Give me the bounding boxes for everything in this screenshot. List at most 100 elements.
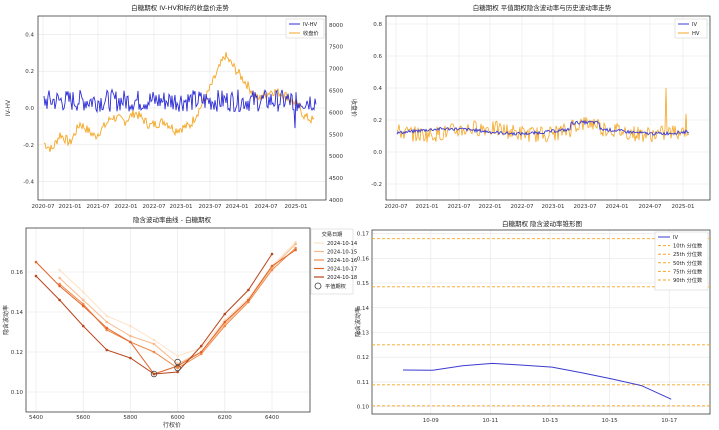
p1-y2tick: 6500 [329,88,343,94]
p2-xtick: 2021-01 [416,204,439,210]
p2-legend: IV HV [674,18,708,39]
p1-y2tick: 8000 [329,23,343,29]
p3-point [270,268,274,272]
p3-legend: 交易日期 2024-10-14 2024-10-15 2024-10-16 2024-… [310,228,358,295]
p4-legend-item: 50th 分位数 [673,259,703,267]
p2-legend-iv: IV [692,22,698,28]
p2-xtick: 2024-01 [606,204,629,210]
p1-xtick: 2023-01 [170,204,193,210]
p3-point [105,328,109,332]
p4-plot-area [371,229,711,415]
p3-legend-item: 2024-10-14 [327,241,358,247]
p3-legend-atm-marker [314,282,322,290]
p1-xtick: 2020-07 [32,204,55,210]
p3-title: 隐含波动率曲线 - 白糖期权 [133,215,211,224]
p1-legend: IV-HV 收盘价 [285,18,325,39]
p2-ytick: 0.4 [373,86,382,92]
p3-point [81,304,85,308]
p3-legend-item: 2024-10-16 [327,258,357,264]
p3-series-line [35,249,296,375]
p3-xtick: 6200 [218,415,232,421]
p1-y2tick: 5500 [329,132,343,138]
p1-xtick: 2024-01 [226,204,249,210]
p3-point [58,276,61,280]
p3-point [247,288,250,292]
p3-point [105,326,109,330]
p3-atm-marker [150,370,158,378]
p1-ytick: 0.0 [25,106,34,112]
p3-point [176,354,179,358]
p3-ytick: 0.14 [11,310,24,316]
p4-ytick: 0.10 [357,405,370,411]
p4-legend-item: IV [673,235,679,241]
p4-xtick: 10-15 [602,418,618,424]
p1-ytick: -0.2 [23,143,34,149]
p4-ytick: 0.15 [357,281,370,287]
p3-legend-title: 交易日期 [322,230,343,238]
p3-point [105,348,109,352]
p3-point [129,340,132,344]
p4-ytick: 0.14 [357,306,370,312]
p3-point [247,298,250,302]
panel-cone: 白糖期权 隐含波动率锥形图 隐含波动率 0.17 0.16 0.15 0.14 0.13… [354,219,711,424]
p3-ylabel: 隐含波动率 [2,305,10,335]
p1-ivhv-series [43,88,317,129]
p3-legend-item: 2024-10-18 [327,275,357,281]
p3-point [199,352,203,356]
p3-point [294,248,297,252]
p3-legend-item: 2024-10-15 [327,250,357,256]
p2-xtick: 2025-01 [672,204,695,210]
p2-ytick: 0.0 [373,150,382,156]
p1-ytick: -0.4 [23,180,34,186]
p1-plot-area [37,15,327,201]
p3-point [199,350,203,354]
p1-xtick: 2023-07 [199,204,222,210]
p4-xtick: 10-11 [482,418,498,424]
p4-legend-item: 25th 分位数 [673,250,703,258]
p3-point [152,342,156,346]
p3-point [129,356,132,360]
p2-xtick: 2022-07 [511,204,534,210]
p3-point [152,350,156,354]
p2-xtick: 2024-07 [639,204,662,210]
p1-xtick: 2021-07 [87,204,110,210]
p3-point [223,320,227,324]
p3-xtick: 5800 [123,415,137,421]
p3-point [294,242,297,246]
p3-point [223,318,227,322]
p1-xtick: 2022-07 [143,204,166,210]
p3-point [129,324,132,328]
p2-xtick: 2023-01 [542,204,565,210]
p2-xtick: 2020-07 [385,204,408,210]
p2-xtick: 2022-01 [479,204,502,210]
p3-point [105,314,109,318]
p2-ytick: -0.2 [371,182,382,188]
p3-point [58,268,61,272]
panel-iv-hv-history: 白糖期权 平值期权隐含波动率与历史波动率走势 0.8 0.6 0.4 0.2 0.0 -0… [371,3,711,210]
p3-point [34,260,38,264]
p3-xtick: 6000 [171,415,185,421]
p3-point [152,338,156,342]
p3-point [105,320,109,324]
p3-point [294,246,297,250]
p1-y2tick: 5000 [329,154,343,160]
p3-point [58,298,61,302]
p3-point [199,344,203,348]
p4-ylabel: 隐含波动率 [354,307,362,337]
p3-point [176,370,179,374]
p4-xtick: 10-09 [423,418,439,424]
p4-ytick: 0.16 [357,256,370,262]
p3-point [81,302,85,306]
p1-ytick: 0.2 [25,69,34,75]
p3-point [34,274,38,278]
p4-legend-item: 10th 分位数 [673,242,703,250]
p2-title: 白糖期权 平值期权隐含波动率与历史波动率走势 [473,3,612,12]
p3-legend-item: 2024-10-17 [327,267,357,273]
p3-plot-area [25,227,311,413]
p3-point [223,324,227,328]
p2-ytick: 0.2 [373,118,382,124]
p1-xtick: 2022-01 [115,204,138,210]
p3-xlabel: 行权价 [163,421,181,429]
